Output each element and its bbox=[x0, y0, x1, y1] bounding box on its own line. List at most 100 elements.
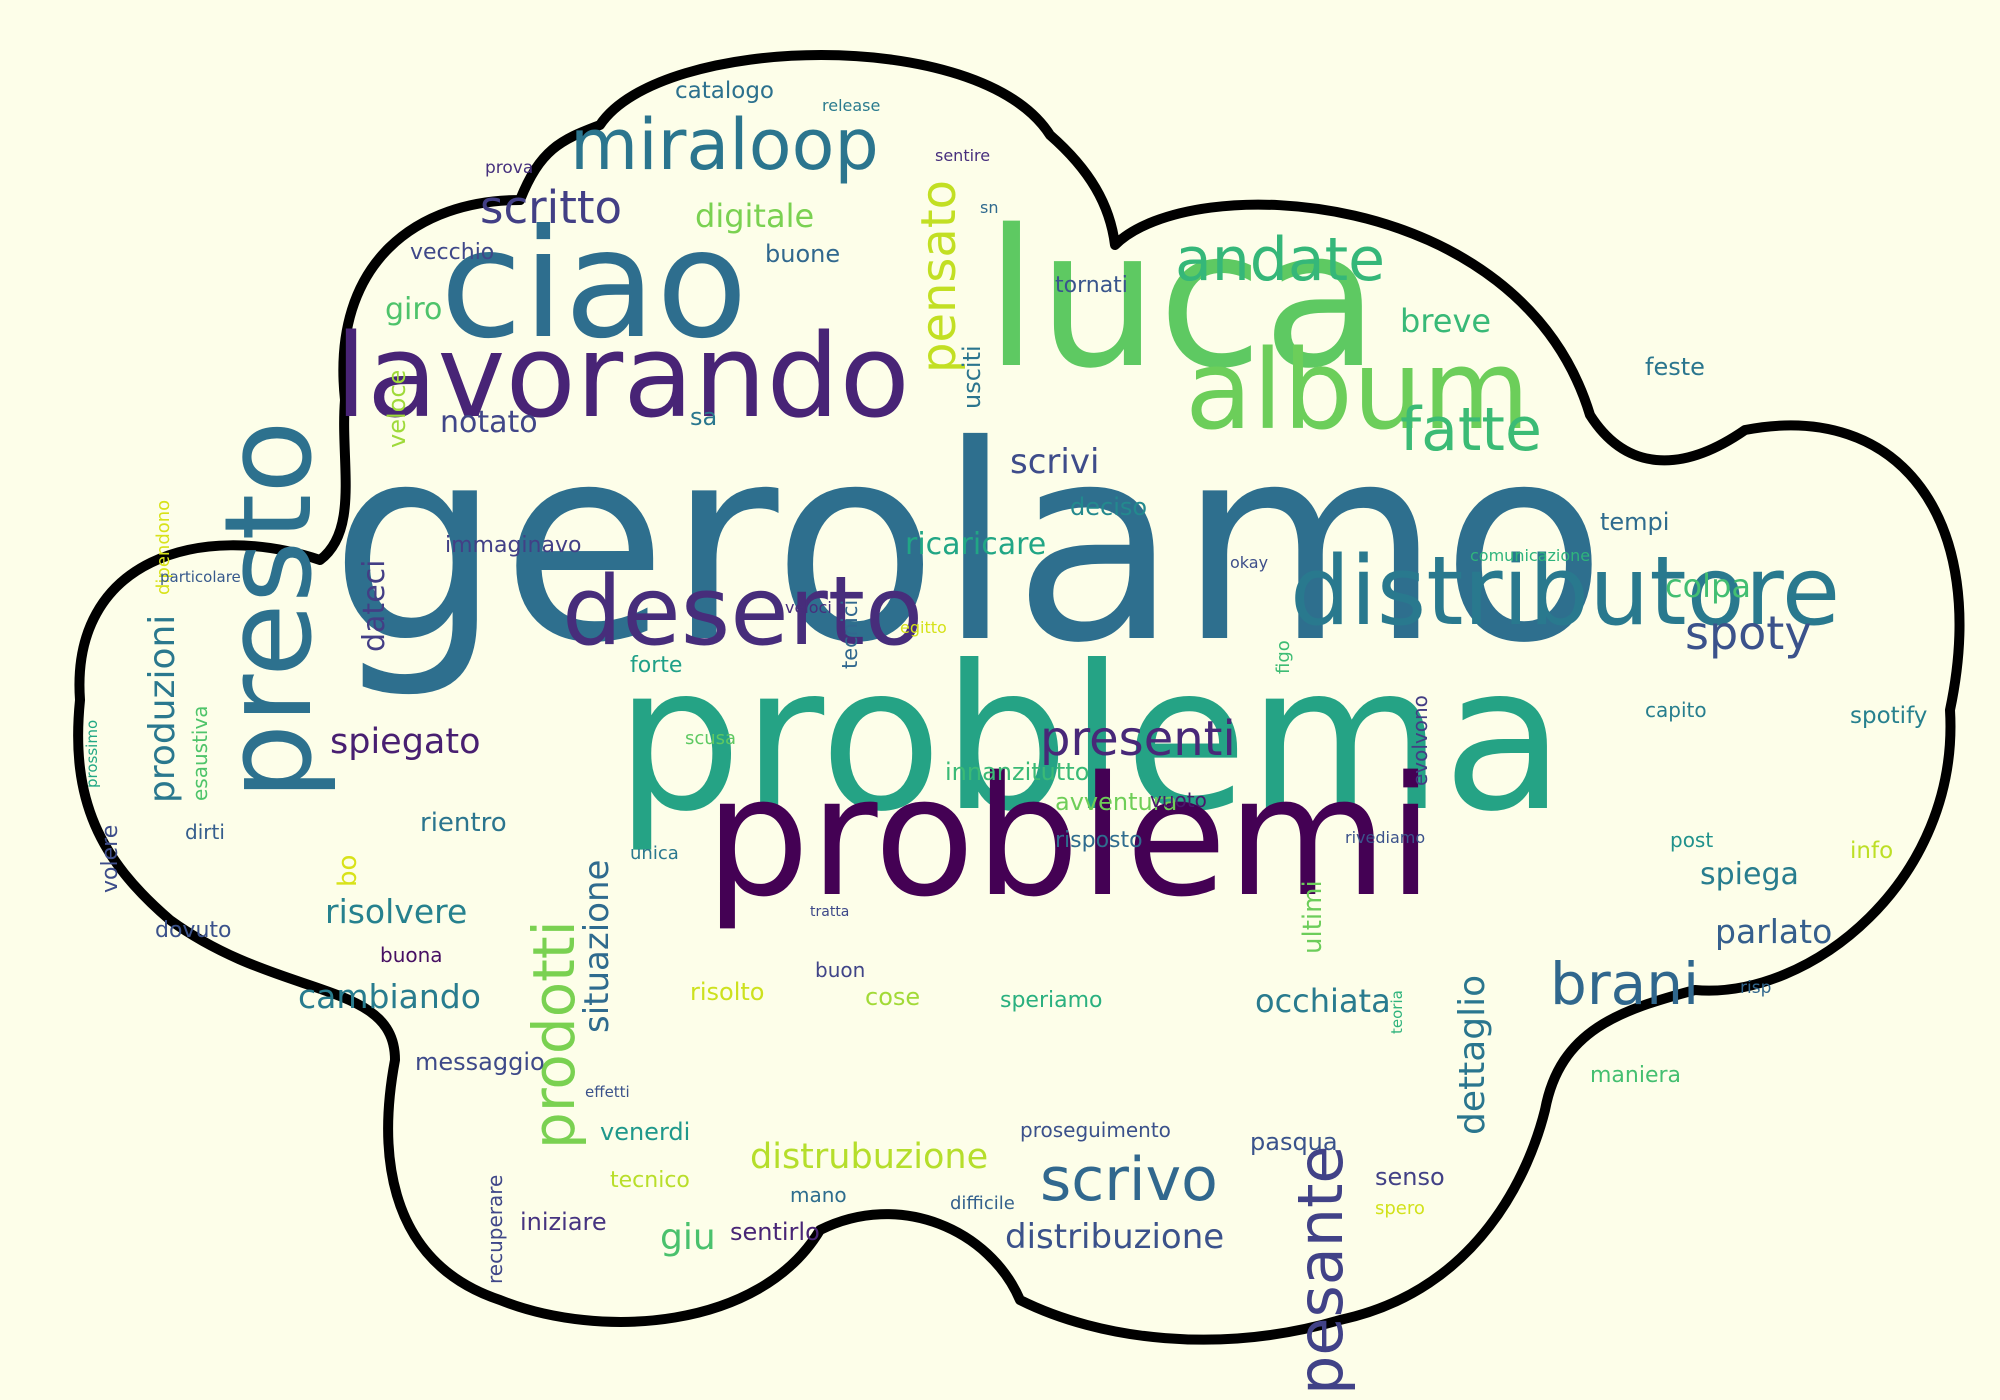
cloud-word: scusa bbox=[685, 728, 737, 749]
cloud-word: risp bbox=[1740, 978, 1772, 998]
cloud-word: comunicazione bbox=[1470, 546, 1591, 565]
cloud-word: capito bbox=[1645, 698, 1707, 722]
cloud-word: lavorando bbox=[335, 310, 910, 444]
cloud-word: buone bbox=[765, 240, 841, 268]
cloud-word: cambiando bbox=[298, 977, 481, 1016]
cloud-word: senso bbox=[1375, 1163, 1445, 1191]
cloud-word: tratta bbox=[810, 904, 850, 920]
cloud-word: tecnici bbox=[838, 599, 862, 669]
cloud-word: feste bbox=[1645, 353, 1705, 381]
cloud-word: dirti bbox=[185, 820, 225, 844]
cloud-word: brani bbox=[1550, 950, 1700, 1018]
cloud-word: scrivo bbox=[1040, 1145, 1218, 1215]
cloud-word: esaustiva bbox=[188, 705, 212, 801]
cloud-word: okay bbox=[1230, 553, 1269, 572]
cloud-word: distribuzione bbox=[1005, 1217, 1225, 1257]
cloud-word: spoty bbox=[1685, 606, 1812, 660]
cloud-word: breve bbox=[1400, 302, 1492, 340]
cloud-word: usciti bbox=[958, 345, 986, 409]
cloud-word: sentire bbox=[935, 146, 991, 165]
cloud-word: colpa bbox=[1665, 567, 1751, 605]
cloud-word: catalogo bbox=[675, 78, 774, 104]
cloud-word: distributore bbox=[1290, 537, 1841, 647]
cloud-word: innanzitutto bbox=[945, 758, 1090, 786]
cloud-word: forte bbox=[630, 653, 683, 678]
cloud-word: effetti bbox=[585, 1083, 630, 1101]
cloud-word: andate bbox=[1175, 225, 1386, 295]
cloud-word: veloce bbox=[383, 369, 411, 448]
cloud-word: tempi bbox=[1600, 508, 1670, 536]
cloud-word: tornati bbox=[1055, 273, 1128, 298]
cloud-word: ricaricare bbox=[905, 527, 1047, 562]
cloud-word: giro bbox=[385, 292, 443, 327]
cloud-word: release bbox=[822, 96, 881, 115]
cloud-word: volere bbox=[98, 824, 123, 893]
cloud-word: prossimo bbox=[83, 719, 101, 788]
cloud-word: deciso bbox=[1070, 493, 1148, 521]
cloud-word: spiegato bbox=[330, 722, 481, 762]
cloud-word: venerdi bbox=[600, 1118, 691, 1146]
cloud-word: tecnico bbox=[610, 1168, 690, 1193]
cloud-word: spiega bbox=[1700, 857, 1799, 892]
cloud-word: spotify bbox=[1850, 703, 1928, 729]
cloud-word: scrivi bbox=[1010, 442, 1100, 482]
cloud-word: buona bbox=[380, 943, 443, 967]
cloud-word: dovuto bbox=[155, 918, 232, 943]
cloud-word: miraloop bbox=[570, 104, 879, 186]
cloud-word: dateci bbox=[357, 559, 392, 652]
cloud-word: presto bbox=[200, 420, 339, 800]
cloud-word: maniera bbox=[1590, 1063, 1682, 1088]
cloud-word: prova bbox=[485, 158, 534, 178]
cloud-word: problemi bbox=[705, 741, 1434, 933]
cloud-word: presenti bbox=[1040, 711, 1236, 767]
cloud-word: info bbox=[1850, 838, 1894, 864]
cloud-word: digitale bbox=[695, 197, 815, 235]
cloud-word: problema bbox=[615, 623, 1566, 856]
cloud-word: distrubuzione bbox=[750, 1137, 989, 1177]
cloud-word: ultimi bbox=[1298, 880, 1328, 954]
cloud-word: recuperare bbox=[483, 1174, 507, 1284]
cloud-word: luca bbox=[985, 189, 1380, 410]
cloud-word: pesante bbox=[1284, 1145, 1357, 1395]
cloud-word: album bbox=[1185, 326, 1530, 454]
cloud-word: buon bbox=[815, 958, 866, 982]
cloud-word: immaginavo bbox=[445, 533, 582, 558]
cloud-word: speriamo bbox=[1000, 988, 1103, 1013]
cloud-word: teoria bbox=[1388, 990, 1406, 1034]
cloud-word: sa bbox=[690, 403, 718, 431]
cloud-word: rivediamo bbox=[1345, 828, 1426, 847]
cloud-word: iniziare bbox=[520, 1208, 607, 1236]
cloud-word: figo bbox=[1273, 640, 1294, 674]
cloud-word: notato bbox=[440, 405, 538, 440]
cloud-word: gerolamo bbox=[330, 387, 1607, 702]
cloud-word: fatte bbox=[1400, 395, 1542, 465]
cloud-word: scritto bbox=[480, 181, 623, 234]
cloud-word: risposto bbox=[1055, 828, 1143, 853]
cloud-word: veloci bbox=[785, 598, 832, 617]
cloud-word: pasqua bbox=[1250, 1128, 1338, 1156]
cloud-word: spero bbox=[1375, 1198, 1425, 1219]
cloud-word: cose bbox=[865, 983, 921, 1011]
cloud-word: proseguimento bbox=[1020, 1118, 1171, 1142]
cloud-word: situazione bbox=[577, 859, 617, 1033]
cloud-word: parlato bbox=[1715, 912, 1833, 951]
cloud-word: egitto bbox=[900, 618, 947, 637]
cloud-word: difficile bbox=[950, 1193, 1015, 1214]
cloud-word: deserto bbox=[562, 557, 924, 667]
cloud-word: post bbox=[1670, 828, 1714, 852]
cloud-word: particolare bbox=[160, 568, 241, 586]
cloud-word: occhiata bbox=[1255, 982, 1391, 1020]
cloud-word: vecchio bbox=[410, 240, 495, 265]
cloud-word: unica bbox=[630, 843, 679, 864]
cloud-word: avventura bbox=[1055, 788, 1178, 816]
cloud-word: sentirlo bbox=[730, 1218, 820, 1246]
cloud-word: giu bbox=[660, 1217, 716, 1258]
cloud-word: ciao bbox=[440, 198, 748, 372]
cloud-word: messaggio bbox=[415, 1048, 545, 1076]
cloud-word: prodotti bbox=[520, 920, 588, 1149]
cloud-word: mano bbox=[790, 1183, 847, 1207]
cloud-word: produzioni bbox=[142, 614, 183, 803]
